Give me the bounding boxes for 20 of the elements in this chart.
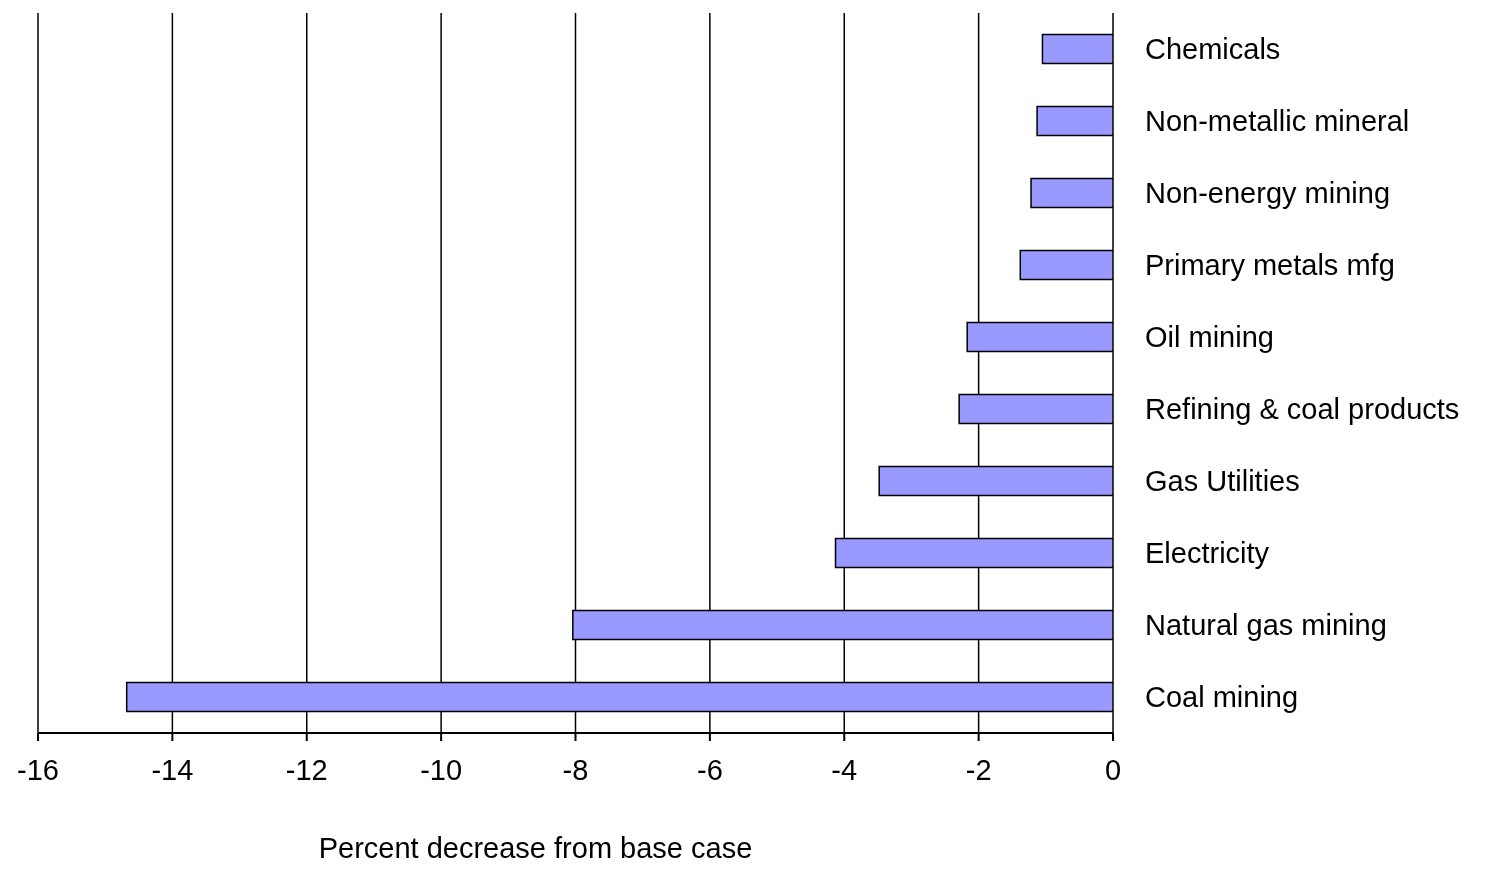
y-tick-label: Gas Utilities: [1145, 465, 1300, 498]
y-tick-label: Electricity: [1145, 537, 1270, 570]
x-tick-label: -12: [285, 753, 328, 786]
x-tick-label: -10: [420, 753, 463, 786]
y-tick-label: Oil mining: [1145, 321, 1274, 354]
y-tick-label: Non-metallic mineral: [1145, 105, 1410, 138]
y-tick-label: Chemicals: [1145, 33, 1281, 66]
x-tick-label: -14: [151, 753, 194, 786]
x-tick-label: -6: [696, 753, 723, 786]
x-tick-label: -8: [562, 753, 589, 786]
x-tick-label: 0: [1104, 753, 1122, 786]
x-tick-label: -2: [965, 753, 992, 786]
x-tick-label: -16: [17, 753, 59, 786]
y-tick-label: Primary metals mfg: [1145, 249, 1395, 282]
x-axis-title: Percent decrease from base case: [318, 832, 753, 864]
x-tick-label: -4: [831, 753, 858, 786]
y-tick-label: Natural gas mining: [1145, 609, 1387, 642]
y-tick-label: Coal mining: [1145, 681, 1299, 714]
y-tick-label: Refining & coal products: [1145, 393, 1460, 426]
y-tick-label: Non-energy mining: [1145, 177, 1391, 210]
